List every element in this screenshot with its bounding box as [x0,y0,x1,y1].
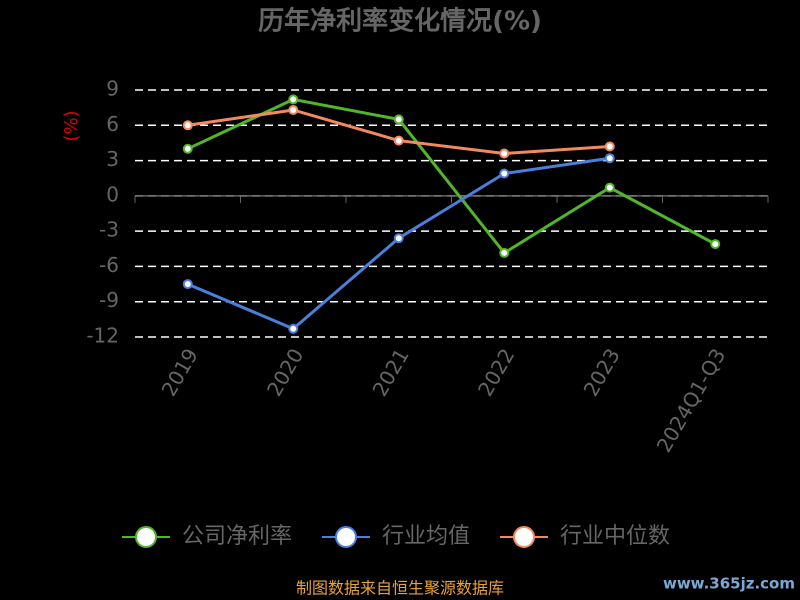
y-tick-label: 9 [106,77,119,101]
data-point [604,153,615,164]
data-point [288,323,299,334]
watermark: www.365jz.com [663,575,795,593]
legend-label: 公司净利率 [182,524,292,549]
data-point [393,233,404,244]
data-point [182,279,193,290]
data-point [182,143,193,154]
x-tick-label: 2022 [473,344,519,400]
y-tick-label: 0 [106,182,119,206]
x-tick-label: 2019 [157,344,203,400]
legend-marker [135,526,157,548]
data-point [182,120,193,131]
x-tick-label: 2023 [579,344,625,400]
data-point [499,247,510,258]
data-point [499,148,510,159]
legend-label: 行业均值 [382,524,470,549]
x-tick-label: 2021 [368,344,414,400]
data-point [393,114,404,125]
data-point [393,135,404,146]
series-line [187,97,716,255]
x-tick-label: 2024Q1-Q3 [652,344,731,456]
chart-title: 历年净利率变化情况(%) [258,6,542,37]
y-tick-label: 3 [106,147,119,171]
legend-label: 行业中位数 [560,524,670,549]
y-tick-label: 6 [106,112,119,136]
data-point [288,94,299,105]
legend-marker [335,526,357,548]
data-point [604,141,615,152]
x-tick-label: 2020 [262,344,308,400]
y-tick-label: -9 [99,288,119,312]
series-line [187,156,610,331]
y-axis-label: (%) [61,110,82,141]
data-point [288,104,299,115]
data-point [710,239,721,250]
data-point [499,168,510,179]
legend-marker [513,526,535,548]
source-note: 制图数据来自恒生聚源数据库 [296,579,504,598]
y-tick-label: -6 [99,253,119,277]
y-tick-label: -3 [99,218,119,242]
y-tick-label: -12 [86,324,119,348]
data-point [604,182,615,193]
